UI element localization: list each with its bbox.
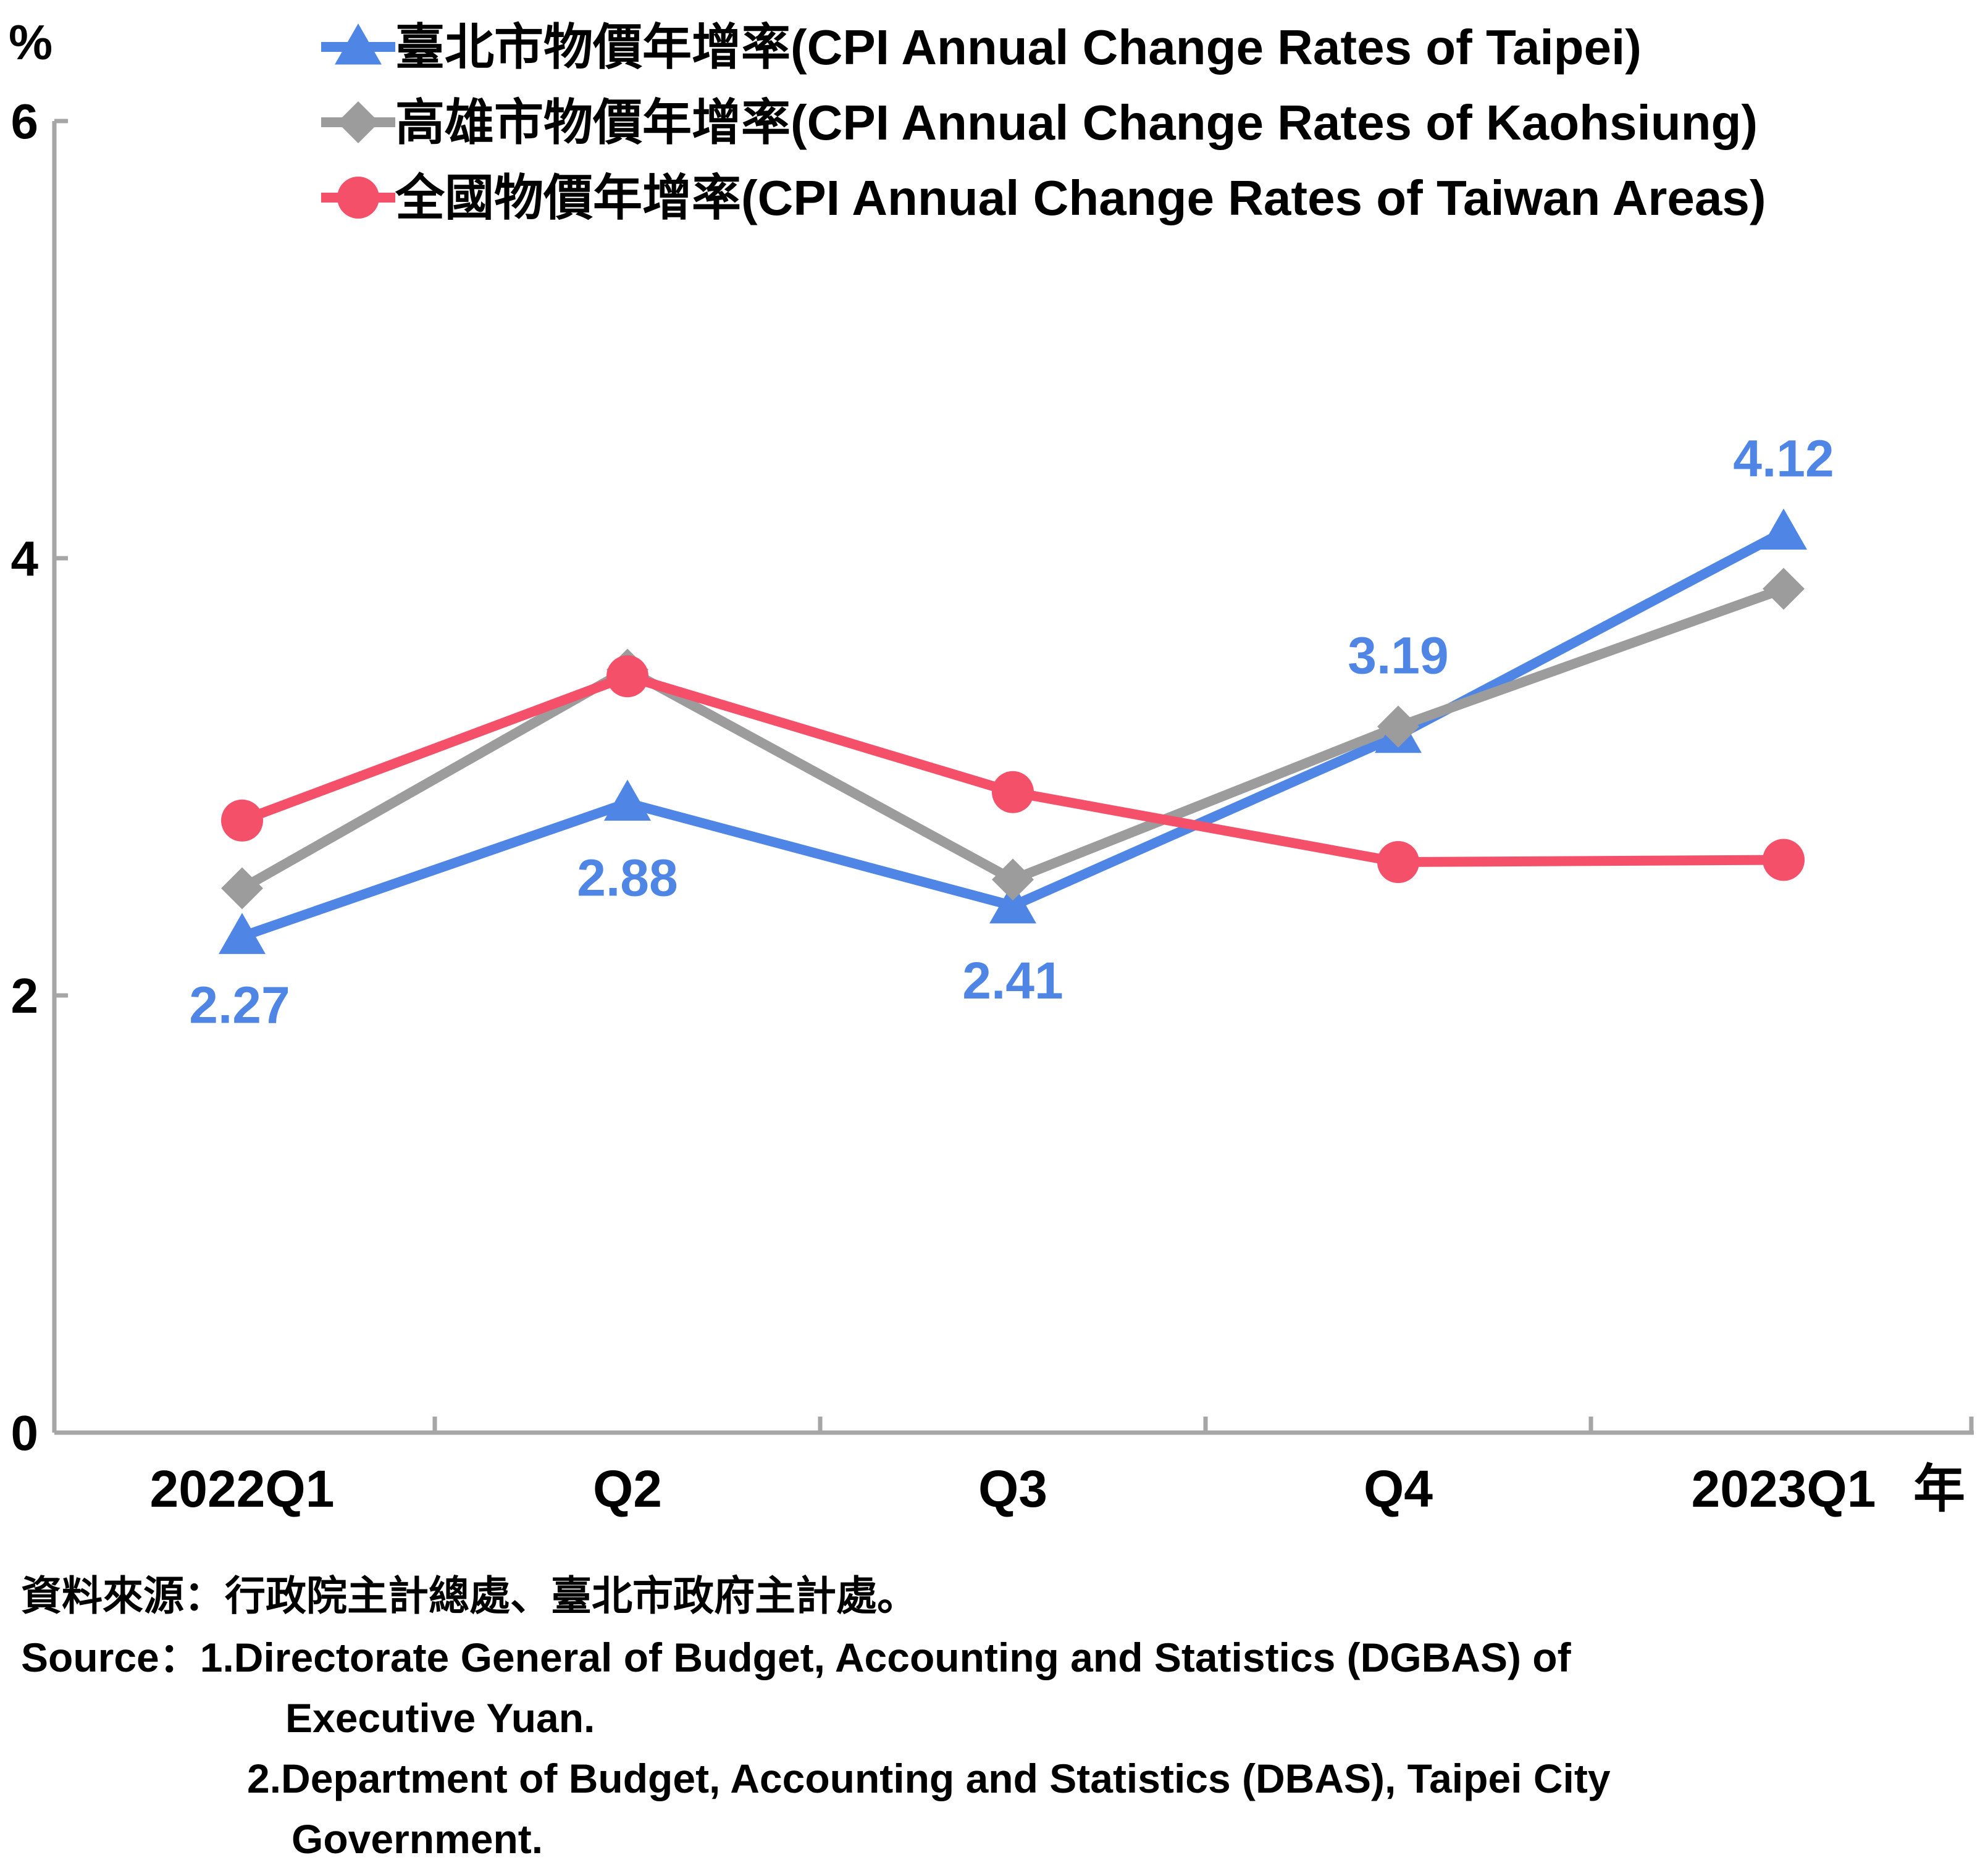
source-line-1: Source：1.Directorate General of Budget, … xyxy=(21,1635,1571,1680)
y-tick-label: 4 xyxy=(11,531,39,586)
x-tick-label: Q3 xyxy=(978,1460,1047,1518)
legend-marker xyxy=(335,23,382,65)
data-point-1 xyxy=(1377,705,1419,748)
y-tick-label: 6 xyxy=(11,94,39,149)
data-label: 2.88 xyxy=(577,848,678,907)
data-point-2 xyxy=(992,771,1034,813)
legend-label: 全國物價年增率(CPI Annual Change Rates of Taiwa… xyxy=(395,170,1766,225)
source-line-4: Government. xyxy=(292,1816,543,1862)
data-point-2 xyxy=(606,655,648,698)
y-tick-label: 0 xyxy=(11,1405,39,1460)
data-point-2 xyxy=(1377,841,1419,884)
legend-label: 高雄市物價年增率(CPI Annual Change Rates of Kaoh… xyxy=(395,95,1758,150)
y-tick-label: 2 xyxy=(11,968,39,1023)
y-unit-label: % xyxy=(9,15,52,70)
data-point-0 xyxy=(1760,508,1807,550)
series-line-2 xyxy=(240,671,1784,868)
legend-marker xyxy=(337,101,379,143)
source-note-zh: 資料來源：行政院主計總處、臺北市政府主計處。 xyxy=(21,1573,918,1618)
data-point-1 xyxy=(221,867,263,910)
x-tick-label: 2022Q1 xyxy=(150,1460,335,1518)
data-point-0 xyxy=(604,779,651,821)
data-point-1 xyxy=(992,858,1034,901)
legend-label: 臺北市物價年增率(CPI Annual Change Rates of Taip… xyxy=(395,20,1642,75)
axes: 0 2 4 6% 2022Q1 Q2 Q3 Q4 2023Q1 年 xyxy=(9,15,1974,1518)
source-line-3: 2.Department of Budget, Accounting and S… xyxy=(247,1756,1611,1801)
series-markers xyxy=(219,508,1807,954)
data-label: 4.12 xyxy=(1733,430,1834,488)
data-labels: 2.27 2.88 2.41 3.19 4.12 xyxy=(189,430,1834,1034)
legend-marker xyxy=(337,177,379,219)
data-point-1 xyxy=(1763,567,1805,610)
data-point-0 xyxy=(219,913,266,954)
legend: 臺北市物價年增率(CPI Annual Change Rates of Taip… xyxy=(321,20,1766,225)
data-point-2 xyxy=(221,799,263,842)
data-label: 3.19 xyxy=(1348,627,1449,685)
source-note-en: Source：1.Directorate General of Budget, … xyxy=(21,1627,1611,1869)
x-tick-label: Q2 xyxy=(593,1460,662,1518)
source-line-2: Executive Yuan. xyxy=(285,1695,595,1741)
x-tick-label: Q4 xyxy=(1364,1460,1433,1518)
data-label: 2.41 xyxy=(962,952,1063,1010)
x-tick-label: 2023Q1 xyxy=(1692,1460,1876,1518)
data-label: 2.27 xyxy=(189,976,290,1034)
cpi-line-chart: 0 2 4 6% 2022Q1 Q2 Q3 Q4 2023Q1 年 2.27 2.88 2.41 3.1… xyxy=(9,15,1974,1518)
x-year-suffix: 年 xyxy=(1913,1460,1965,1518)
data-point-0 xyxy=(989,882,1036,924)
data-point-2 xyxy=(1763,839,1805,881)
